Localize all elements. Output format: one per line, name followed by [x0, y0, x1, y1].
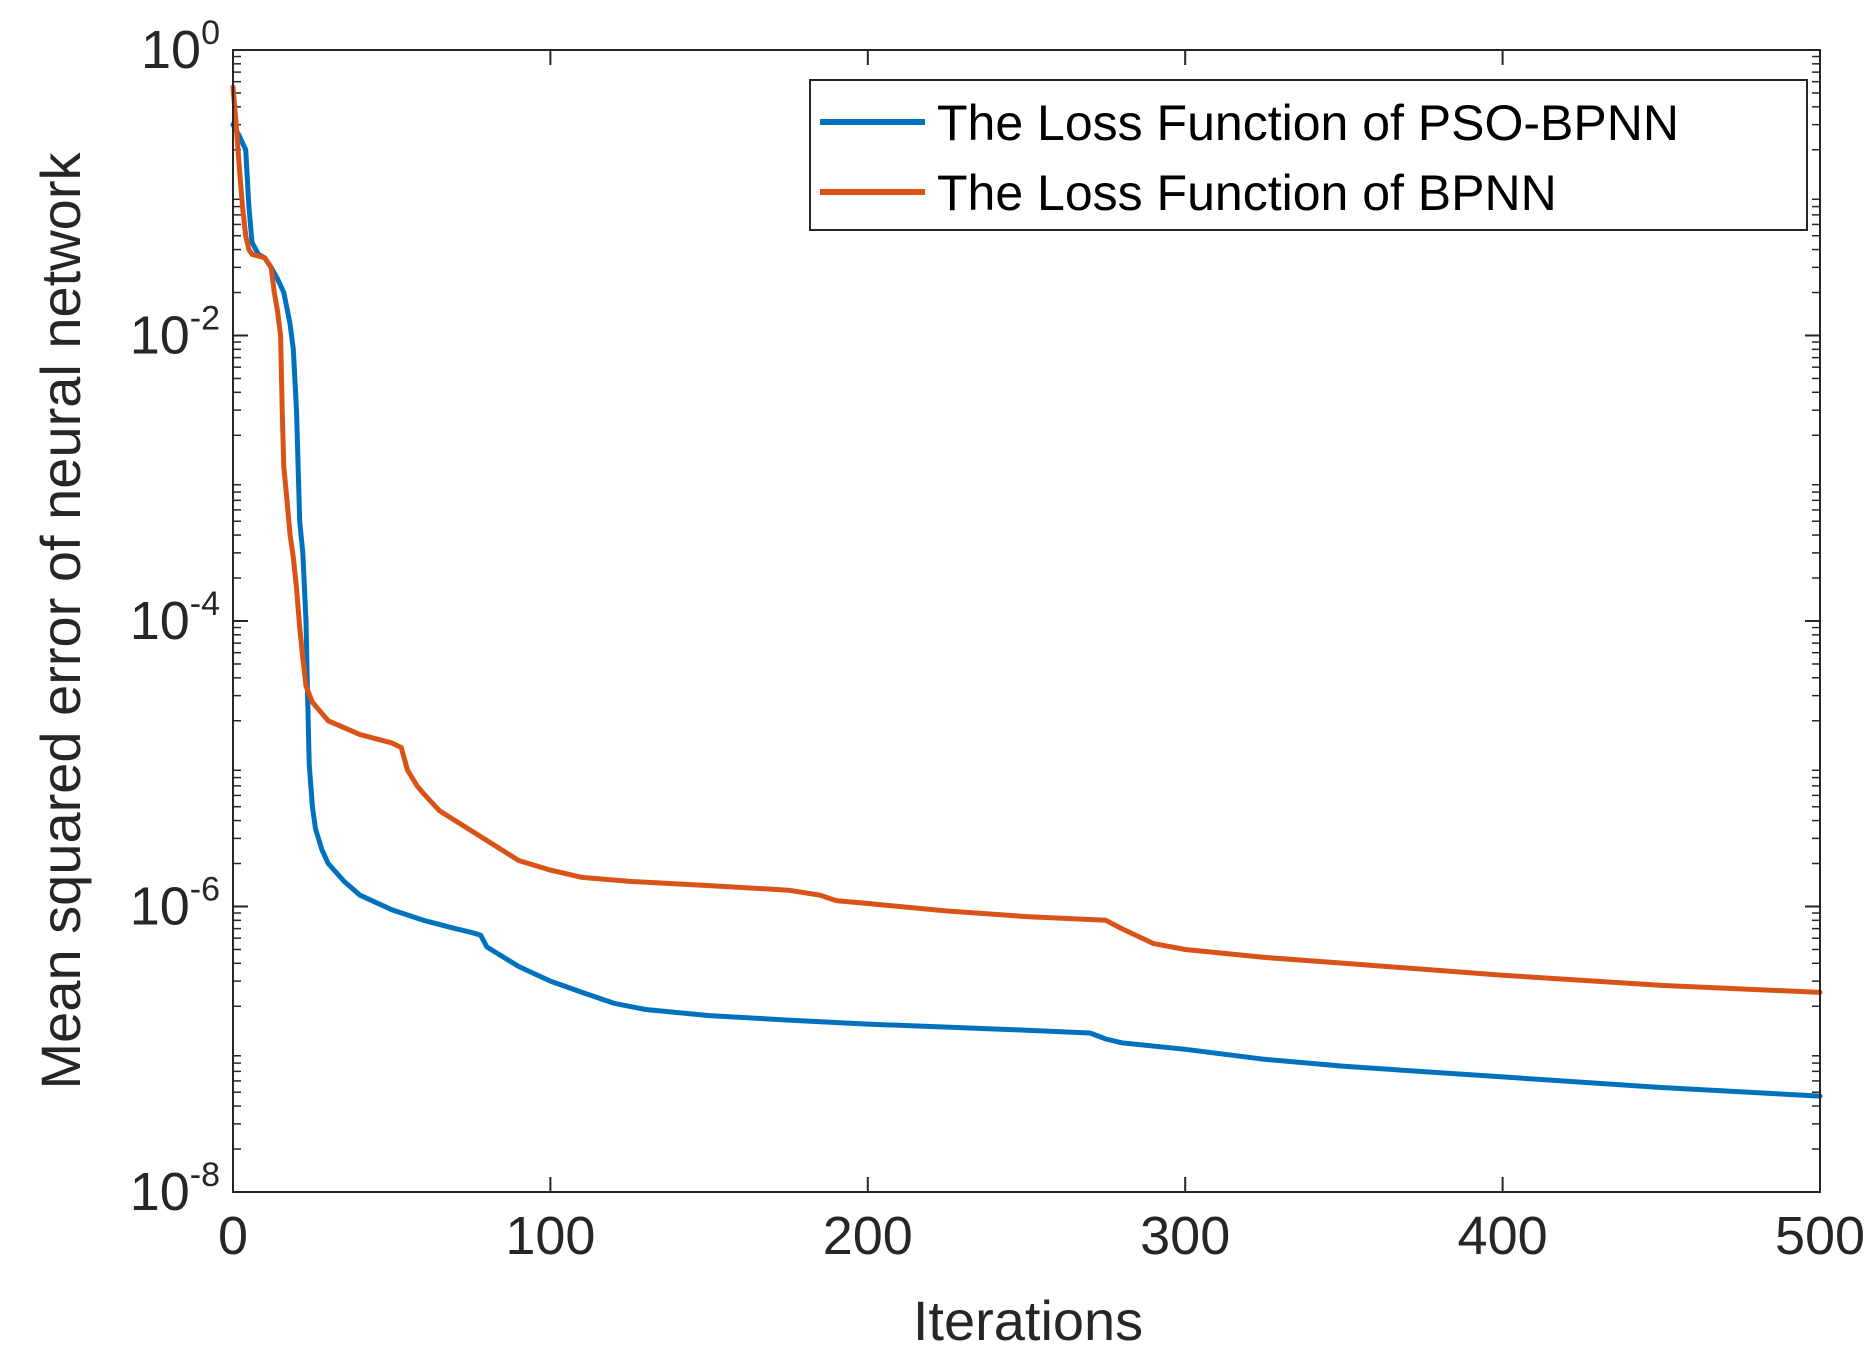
series-line [230, 84, 1823, 995]
plot-frame [232, 49, 1821, 1193]
x-tick-label: 300 [1140, 1206, 1230, 1266]
legend-label-pso-bpnn: The Loss Function of PSO-BPNN [937, 95, 1679, 151]
plot-background [233, 50, 1820, 1192]
y-axis-label: Mean squared error of neural network [29, 152, 92, 1090]
x-tick-label: 100 [505, 1206, 595, 1266]
x-tick-labels: 0 100 200 300 400 500 [218, 1206, 1865, 1266]
y-tick-label: 10-8 [130, 1156, 220, 1222]
x-axis-label: Iterations [913, 1289, 1143, 1352]
y-tick-label: 10-6 [130, 871, 220, 937]
y-tick-label: 10-4 [130, 585, 220, 651]
series-lines [230, 84, 1823, 1099]
y-tick-label: 10-2 [130, 300, 220, 366]
x-tick-label: 0 [218, 1206, 248, 1266]
series-line [230, 122, 1823, 1099]
x-tick-label: 400 [1458, 1206, 1548, 1266]
x-tick-label: 500 [1775, 1206, 1865, 1266]
legend-box [809, 79, 1808, 231]
y-tick-label: 100 [141, 14, 220, 80]
y-tick-labels: 100 10-2 10-4 10-6 10-8 [130, 14, 220, 1222]
legend: The Loss Function of PSO-BPNN The Loss F… [809, 79, 1808, 231]
legend-label-bpnn: The Loss Function of BPNN [937, 165, 1557, 221]
x-tick-label: 200 [823, 1206, 913, 1266]
